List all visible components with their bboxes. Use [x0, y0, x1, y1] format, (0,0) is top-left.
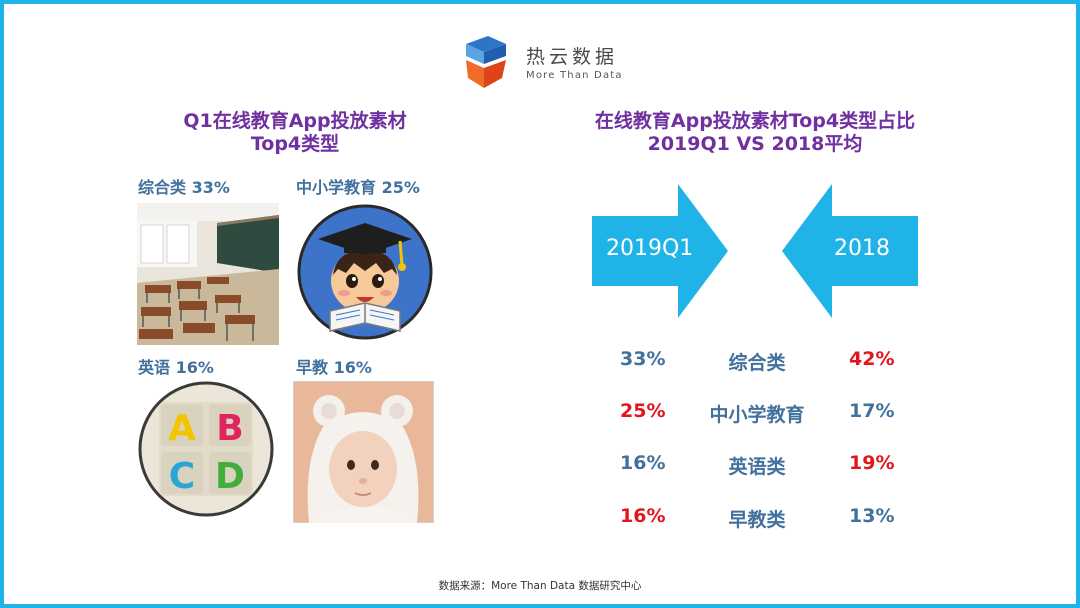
category-comprehensive: 综合类	[728, 352, 786, 374]
category-label-early-education: 早教 16%	[296, 358, 372, 377]
right-title-line2: 2019Q1 VS 2018平均	[647, 133, 863, 155]
category-label-comprehensive: 综合类 33%	[138, 178, 230, 197]
arrow-label-2018: 2018	[834, 236, 890, 261]
svg-text:B: B	[216, 408, 243, 449]
student-cartoon	[296, 203, 434, 341]
data-source-footer: 数据来源：More Than Data 数据研究中心	[438, 580, 642, 592]
avg2018-share-english: 19%	[849, 452, 895, 474]
q1-share-english: 16%	[620, 452, 666, 474]
logo-cube-icon	[466, 36, 506, 88]
brand-logo: 热云数据 More Than Data	[462, 34, 632, 90]
left-title-line2: Top4类型	[250, 133, 340, 155]
svg-text:A: A	[168, 408, 196, 449]
abcd-blocks-image: A B C D	[137, 380, 275, 518]
right-panel-title: 在线教育App投放素材Top4类型占比 2019Q1 VS 2018平均	[555, 110, 955, 156]
baby-photo	[293, 381, 434, 523]
right-pointing-arrow-icon	[592, 184, 728, 318]
right-title-line1: 在线教育App投放素材Top4类型占比	[594, 110, 916, 132]
svg-text:C: C	[169, 456, 195, 497]
logo-tagline: More Than Data	[526, 70, 623, 81]
svg-text:D: D	[215, 456, 245, 497]
left-panel-title: Q1在线教育App投放素材 Top4类型	[130, 110, 460, 156]
left-pointing-arrow-icon	[782, 184, 918, 318]
category-early-education: 早教类	[728, 509, 786, 531]
category-label-k12: 中小学教育 25%	[296, 178, 420, 197]
category-k12: 中小学教育	[709, 404, 805, 426]
logo-chinese-name: 热云数据	[526, 46, 619, 68]
category-english: 英语类	[728, 456, 786, 478]
avg2018-share-early-education: 13%	[849, 505, 895, 527]
q1-share-early-education: 16%	[620, 505, 666, 527]
avg2018-share-comprehensive: 42%	[849, 348, 895, 370]
category-label-english: 英语 16%	[138, 358, 214, 377]
arrow-label-2019q1: 2019Q1	[606, 236, 694, 261]
classroom-photo	[137, 203, 279, 345]
left-title-line1: Q1在线教育App投放素材	[183, 110, 407, 132]
q1-share-k12: 25%	[620, 400, 666, 422]
avg2018-share-k12: 17%	[849, 400, 895, 422]
q1-share-comprehensive: 33%	[620, 348, 666, 370]
